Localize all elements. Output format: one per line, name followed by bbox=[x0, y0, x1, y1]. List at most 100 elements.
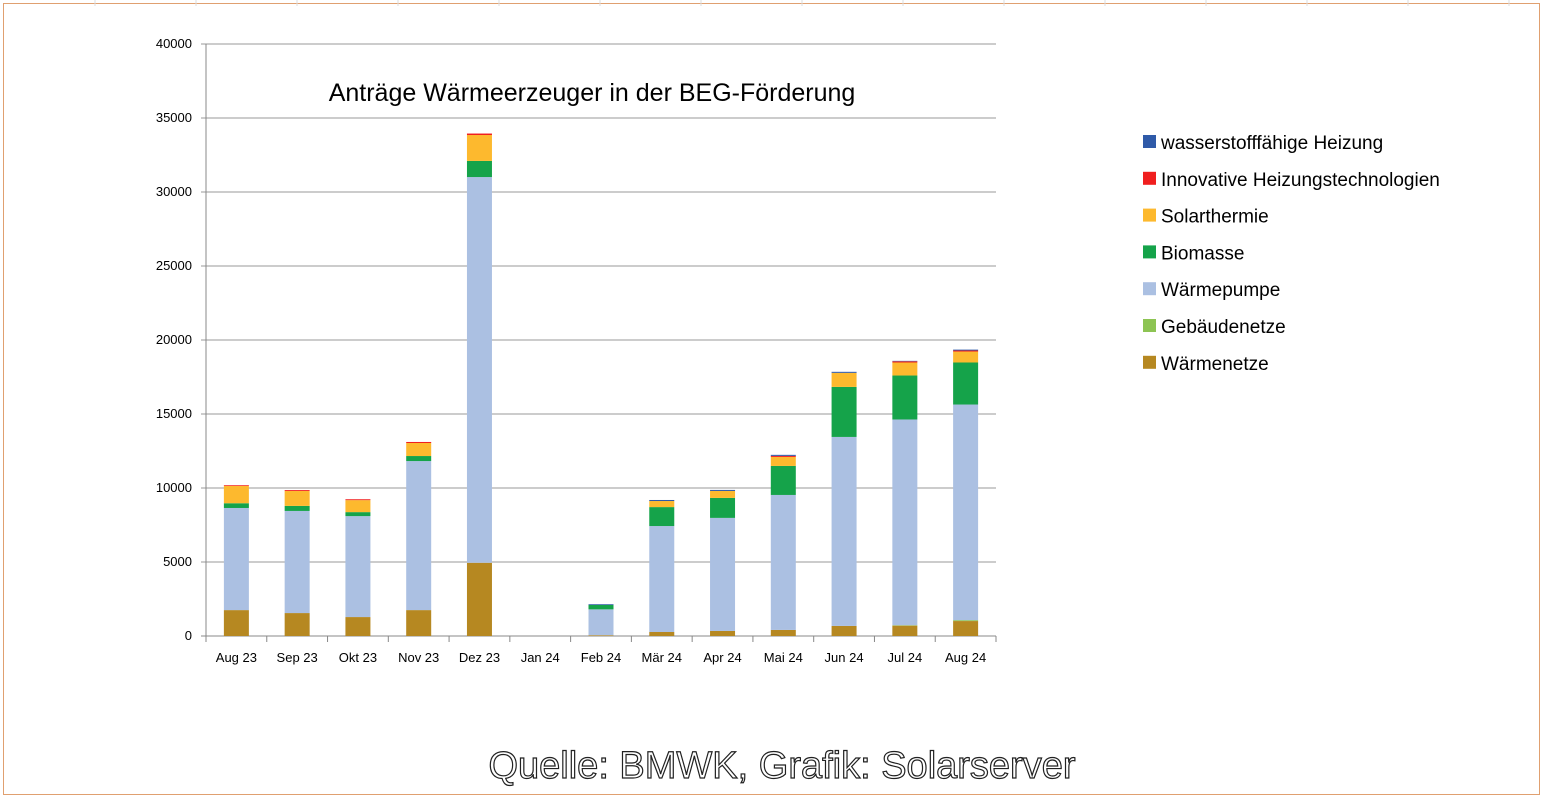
bar-segment bbox=[710, 517, 736, 631]
bar-segment bbox=[770, 456, 796, 466]
bar-segment bbox=[649, 632, 675, 636]
x-tick-label: Nov 23 bbox=[398, 650, 439, 665]
legend-swatch bbox=[1143, 171, 1156, 185]
legend-label: Wärmenetze bbox=[1161, 354, 1269, 375]
bar-segment bbox=[953, 351, 979, 363]
bar-segment bbox=[953, 350, 979, 352]
x-tick-label: Aug 23 bbox=[216, 650, 257, 665]
bar-segment bbox=[466, 177, 492, 563]
credit-text: Quelle: BMWK, Grafik: Solarserver bbox=[488, 745, 1075, 787]
bar-segment bbox=[892, 625, 918, 636]
bar-segment bbox=[345, 516, 371, 618]
bar-segment bbox=[710, 630, 736, 636]
bar-segment bbox=[770, 494, 796, 630]
legend-swatch bbox=[1143, 355, 1156, 369]
legend-label: Gebäudenetze bbox=[1161, 317, 1286, 338]
legend-label: wasserstofffähige Heizung bbox=[1160, 133, 1383, 154]
axes: 0 5000 10000 15000 20000 25000 30000 35000 40000… bbox=[156, 36, 997, 665]
bar-segment bbox=[223, 485, 249, 504]
y-tick-label: 0 bbox=[185, 628, 192, 643]
legend-label: Innovative Heizungstechnologien bbox=[1161, 170, 1440, 191]
bar-segment bbox=[223, 507, 249, 611]
bar-segment bbox=[284, 510, 310, 614]
bar-segment bbox=[953, 621, 979, 636]
bar-segment bbox=[770, 465, 796, 495]
bar-segment bbox=[770, 629, 796, 636]
bars bbox=[223, 133, 979, 636]
bar-segment bbox=[892, 419, 918, 626]
y-tick-label: 5000 bbox=[163, 554, 192, 569]
chart-title: Anträge Wärmeerzeuger in der BEG-Förderu… bbox=[329, 79, 856, 107]
legend-label: Biomasse bbox=[1161, 243, 1244, 264]
y-tick-label: 10000 bbox=[156, 480, 192, 495]
bar-segment bbox=[588, 609, 614, 636]
legend: wasserstofffähige Heizung Innovative Heiz… bbox=[1143, 133, 1440, 375]
sheet-gridlines bbox=[94, 0, 1510, 6]
bar-segment bbox=[953, 349, 979, 351]
bar-segment bbox=[284, 490, 310, 491]
bar-segment bbox=[953, 404, 979, 621]
bar-segment bbox=[223, 610, 249, 636]
x-tick-label: Mär 24 bbox=[642, 650, 682, 665]
y-tick-label: 25000 bbox=[156, 258, 192, 273]
x-tick-label: Sep 23 bbox=[277, 650, 318, 665]
bar-segment bbox=[406, 461, 432, 611]
y-tick-label: 15000 bbox=[156, 406, 192, 421]
bar-segment bbox=[466, 160, 492, 178]
bar-segment bbox=[466, 133, 492, 136]
x-tick-label: Apr 24 bbox=[703, 650, 741, 665]
bar-segment bbox=[466, 562, 492, 636]
bar-segment bbox=[588, 604, 614, 610]
bar-segment bbox=[770, 455, 796, 457]
legend-swatch bbox=[1143, 319, 1156, 332]
bar-segment bbox=[710, 497, 736, 518]
legend-swatch bbox=[1143, 282, 1156, 296]
bar-segment bbox=[588, 604, 614, 605]
chart-frame bbox=[3, 3, 1540, 795]
legend-swatch bbox=[1143, 135, 1156, 148]
bar-segment bbox=[953, 620, 979, 622]
bar-segment bbox=[406, 443, 432, 457]
bar-segment bbox=[710, 489, 736, 491]
legend-swatch bbox=[1143, 245, 1156, 259]
bar-segment bbox=[345, 617, 371, 636]
x-tick-label: Aug 24 bbox=[945, 650, 986, 665]
bar-segment bbox=[831, 436, 857, 626]
bar-segment bbox=[831, 371, 857, 373]
bar-segment bbox=[345, 499, 371, 501]
gridlines bbox=[201, 43, 996, 637]
bar-segment bbox=[406, 610, 432, 636]
bar-segment bbox=[466, 135, 492, 161]
bar-segment bbox=[649, 507, 675, 527]
bar-segment bbox=[831, 386, 857, 437]
y-tick-label: 30000 bbox=[156, 184, 192, 199]
bar-segment bbox=[953, 362, 979, 405]
bar-segment bbox=[831, 372, 857, 387]
y-tick-label: 35000 bbox=[156, 110, 192, 125]
x-tick-label: Feb 24 bbox=[581, 650, 621, 665]
bar-segment bbox=[892, 362, 918, 376]
bar-segment bbox=[223, 485, 249, 486]
x-tick-label: Jan 24 bbox=[521, 650, 560, 665]
y-tick-label: 40000 bbox=[156, 36, 192, 51]
x-tick-label: Mai 24 bbox=[764, 650, 803, 665]
bar-segment bbox=[649, 501, 675, 508]
bar-segment bbox=[710, 490, 736, 498]
bar-segment bbox=[831, 625, 857, 636]
legend-label: Wärmepumpe bbox=[1161, 280, 1280, 301]
x-tick-label: Jun 24 bbox=[825, 650, 864, 665]
bar-segment bbox=[649, 499, 675, 502]
bar-segment bbox=[770, 454, 796, 456]
legend-label: Solarthermie bbox=[1161, 207, 1269, 228]
bar-segment bbox=[588, 635, 614, 636]
bar-segment bbox=[406, 441, 432, 444]
legend-swatch bbox=[1143, 208, 1156, 222]
bar-segment bbox=[649, 526, 675, 633]
bar-segment bbox=[406, 456, 432, 462]
bar-segment bbox=[892, 375, 918, 420]
bar-segment bbox=[284, 505, 310, 511]
bar-segment bbox=[892, 361, 918, 363]
bar-segment bbox=[345, 500, 371, 513]
bar-segment bbox=[284, 490, 310, 506]
